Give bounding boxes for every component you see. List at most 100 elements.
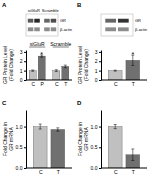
x-axis-line (26, 168, 72, 169)
bar (53, 71, 60, 80)
blot-band (105, 19, 116, 23)
y-tick-mark (99, 80, 101, 81)
annotation: * (131, 51, 134, 58)
y-tick-mark (99, 71, 101, 72)
y-tick-mark (24, 80, 26, 81)
error-cap (39, 124, 42, 125)
x-tick: T (64, 80, 67, 87)
error-cap (56, 127, 59, 128)
y-tick-label: 2 (95, 58, 98, 64)
blot-band (118, 27, 129, 31)
y-axis-line (26, 111, 27, 169)
plot-area (108, 125, 139, 169)
error-cap (64, 65, 67, 66)
bar (62, 66, 69, 80)
error-bar (132, 149, 133, 161)
y-tick-mark (99, 61, 101, 62)
bar (29, 71, 36, 80)
y-tick: 0.5 (16, 144, 26, 150)
blot-band (44, 27, 50, 31)
error-bar (57, 128, 58, 131)
bar (38, 56, 45, 80)
bar (51, 129, 65, 168)
x-axis-line (26, 80, 72, 81)
y-tick-label: 0 (20, 77, 23, 83)
panel-label: D (77, 100, 82, 106)
error-cap (55, 71, 58, 72)
error-cap (114, 128, 117, 129)
error-cap (114, 124, 117, 125)
y-tick-label: 1.0 (16, 124, 23, 130)
x-tick-label: T (132, 81, 135, 87)
y-tick-mark (24, 52, 26, 53)
y-axis: 0123 (95, 49, 102, 83)
error-cap (55, 69, 58, 70)
y-tick-mark (24, 168, 26, 169)
blot-band (34, 27, 40, 31)
y-tick-label: 0.5 (91, 144, 98, 150)
group-label: Scramble (50, 41, 71, 47)
y-tick-label: 1 (20, 68, 23, 74)
x-axis: CT (26, 168, 72, 175)
x-tick-label: P (41, 81, 45, 87)
y-tick-label: 3 (95, 49, 98, 55)
y-tick: 1.0 (91, 124, 101, 130)
x-tick-label: C (55, 81, 59, 87)
x-tick: C (114, 80, 118, 87)
annotation: * (40, 51, 43, 58)
y-axis: 0.0 0.5 1.0 (16, 111, 27, 172)
blot-band (34, 19, 40, 23)
x-tick: C (39, 168, 43, 175)
y-axis-line (101, 51, 102, 81)
y-tick-label: 0.5 (16, 144, 23, 150)
bar (33, 127, 47, 168)
blot-band (44, 19, 50, 23)
x-tick: C (31, 80, 35, 87)
error-bar (40, 124, 41, 129)
panel-label: C (2, 100, 7, 106)
y-tick-mark (24, 147, 26, 148)
x-axis: CPCT (26, 80, 72, 87)
y-axis-title: GR Protein Level(Fold Change) (2, 46, 14, 84)
y-tick: 2 (20, 58, 26, 64)
x-tick-label: C (39, 169, 43, 175)
figure: AGRβ-actinsiGluRScramble0123CPCTGR Prote… (0, 0, 150, 181)
y-axis-title: Fold Change inGR mRNA (2, 122, 14, 156)
panel-label: A (2, 2, 7, 8)
y-tick: 1.0 (16, 124, 26, 130)
blot (101, 14, 133, 36)
y-tick: 0.0 (16, 165, 26, 171)
error-bar (115, 125, 116, 129)
error-cap (64, 67, 67, 68)
error-cap (39, 129, 42, 130)
y-tick-mark (99, 127, 101, 128)
panel-label: B (77, 2, 82, 8)
y-tick-mark (24, 61, 26, 62)
error-cap (114, 70, 117, 71)
y-tick: 3 (95, 49, 101, 55)
x-tick-label: T (132, 169, 135, 175)
x-tick: C (114, 168, 118, 175)
group-bracket (29, 47, 45, 48)
x-axis-line (101, 80, 147, 81)
y-tick: 0 (20, 77, 26, 83)
bar (108, 71, 122, 80)
x-tick-label: C (31, 81, 35, 87)
y-tick-mark (99, 168, 101, 169)
y-tick-mark (24, 127, 26, 128)
y-tick-label: 3 (20, 49, 23, 55)
y-axis: 0 1 2 3 (20, 49, 27, 83)
y-tick: 1 (20, 68, 26, 74)
x-tick-label: C (114, 81, 118, 87)
x-axis-line (101, 168, 147, 169)
blot-frame (26, 14, 58, 36)
error-cap (31, 71, 34, 72)
x-tick: T (132, 168, 135, 175)
x-tick: T (132, 80, 135, 87)
row-label: GR (60, 18, 66, 23)
x-tick: T (57, 168, 60, 175)
x-tick-label: C (114, 169, 118, 175)
x-tick-label: T (57, 169, 60, 175)
error-cap (131, 148, 134, 149)
blot-band (118, 19, 129, 23)
